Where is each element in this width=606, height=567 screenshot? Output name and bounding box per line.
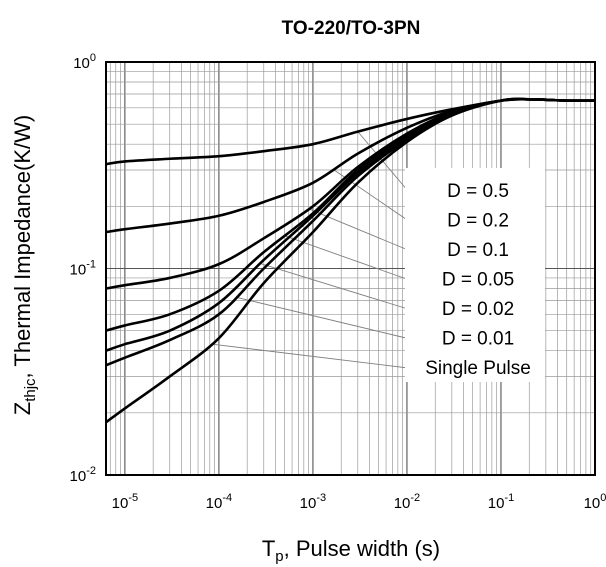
x-axis-label: Tp, Pulse width (s) — [262, 536, 440, 565]
legend-entry: D = 0.1 — [447, 240, 509, 261]
y-tick-labels: 10-2 10-1 100 — [70, 52, 96, 485]
x-tick-labels: 10-5 10-4 10-3 10-2 10-1 100 — [112, 492, 606, 512]
x-tick-label: 10-2 — [394, 492, 420, 512]
legend-leader-line — [308, 208, 409, 251]
legend-leader-line — [211, 343, 409, 369]
legend-leader-line — [259, 263, 409, 310]
y-tick-label: 10-1 — [70, 259, 96, 279]
series-curves — [105, 97, 596, 424]
x-axis-label-rest: , Pulse width (s) — [284, 536, 441, 561]
legend: D = 0.5 D = 0.2 D = 0.1 D = 0.05 D = 0.02 D =… — [425, 181, 531, 379]
legend-entry: D = 0.01 — [442, 329, 514, 350]
y-axis-label: Zthjc, Thermal Impedance(K/W) — [10, 115, 39, 415]
series-line — [105, 97, 596, 166]
x-tick-label: 100 — [584, 492, 606, 512]
y-axis-label-rest: , Thermal Impedance(K/W) — [10, 115, 35, 379]
legend-entry: Single Pulse — [425, 358, 531, 379]
legend-entry: D = 0.02 — [442, 299, 514, 320]
grid — [106, 62, 595, 475]
y-tick-label: 10-2 — [70, 465, 96, 485]
y-axis-label-sub: thjc — [22, 378, 39, 402]
legend-leader-line — [284, 235, 409, 280]
x-tick-label: 10-1 — [488, 492, 514, 512]
legend-entry: D = 0.05 — [442, 270, 514, 291]
plot-frame — [105, 61, 596, 476]
chart-title: TO-220/TO-3PN — [282, 18, 421, 39]
x-tick-label: 10-5 — [112, 492, 138, 512]
legend-box — [405, 168, 545, 382]
series-line — [105, 97, 596, 424]
y-axis-label-main: Z — [10, 402, 35, 415]
x-tick-label: 10-4 — [206, 492, 232, 512]
legend-leader-line — [235, 296, 409, 339]
x-axis-label-main: T — [262, 536, 275, 561]
legend-entry: D = 0.5 — [447, 181, 509, 202]
x-axis-label-sub: p — [275, 548, 283, 565]
legend-entry: D = 0.2 — [447, 211, 509, 232]
y-tick-label: 100 — [73, 52, 96, 72]
x-tick-label: 10-3 — [300, 492, 326, 512]
